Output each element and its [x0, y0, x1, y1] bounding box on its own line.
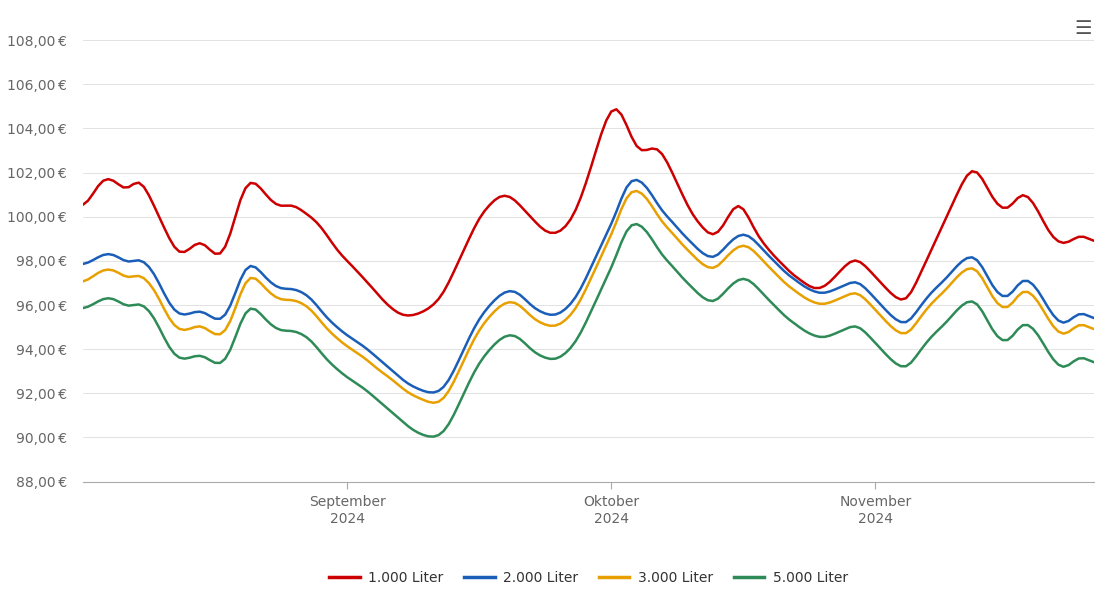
- Legend: 1.000 Liter, 2.000 Liter, 3.000 Liter, 5.000 Liter: 1.000 Liter, 2.000 Liter, 3.000 Liter, 5…: [324, 565, 853, 591]
- Text: ☰: ☰: [1074, 19, 1092, 39]
